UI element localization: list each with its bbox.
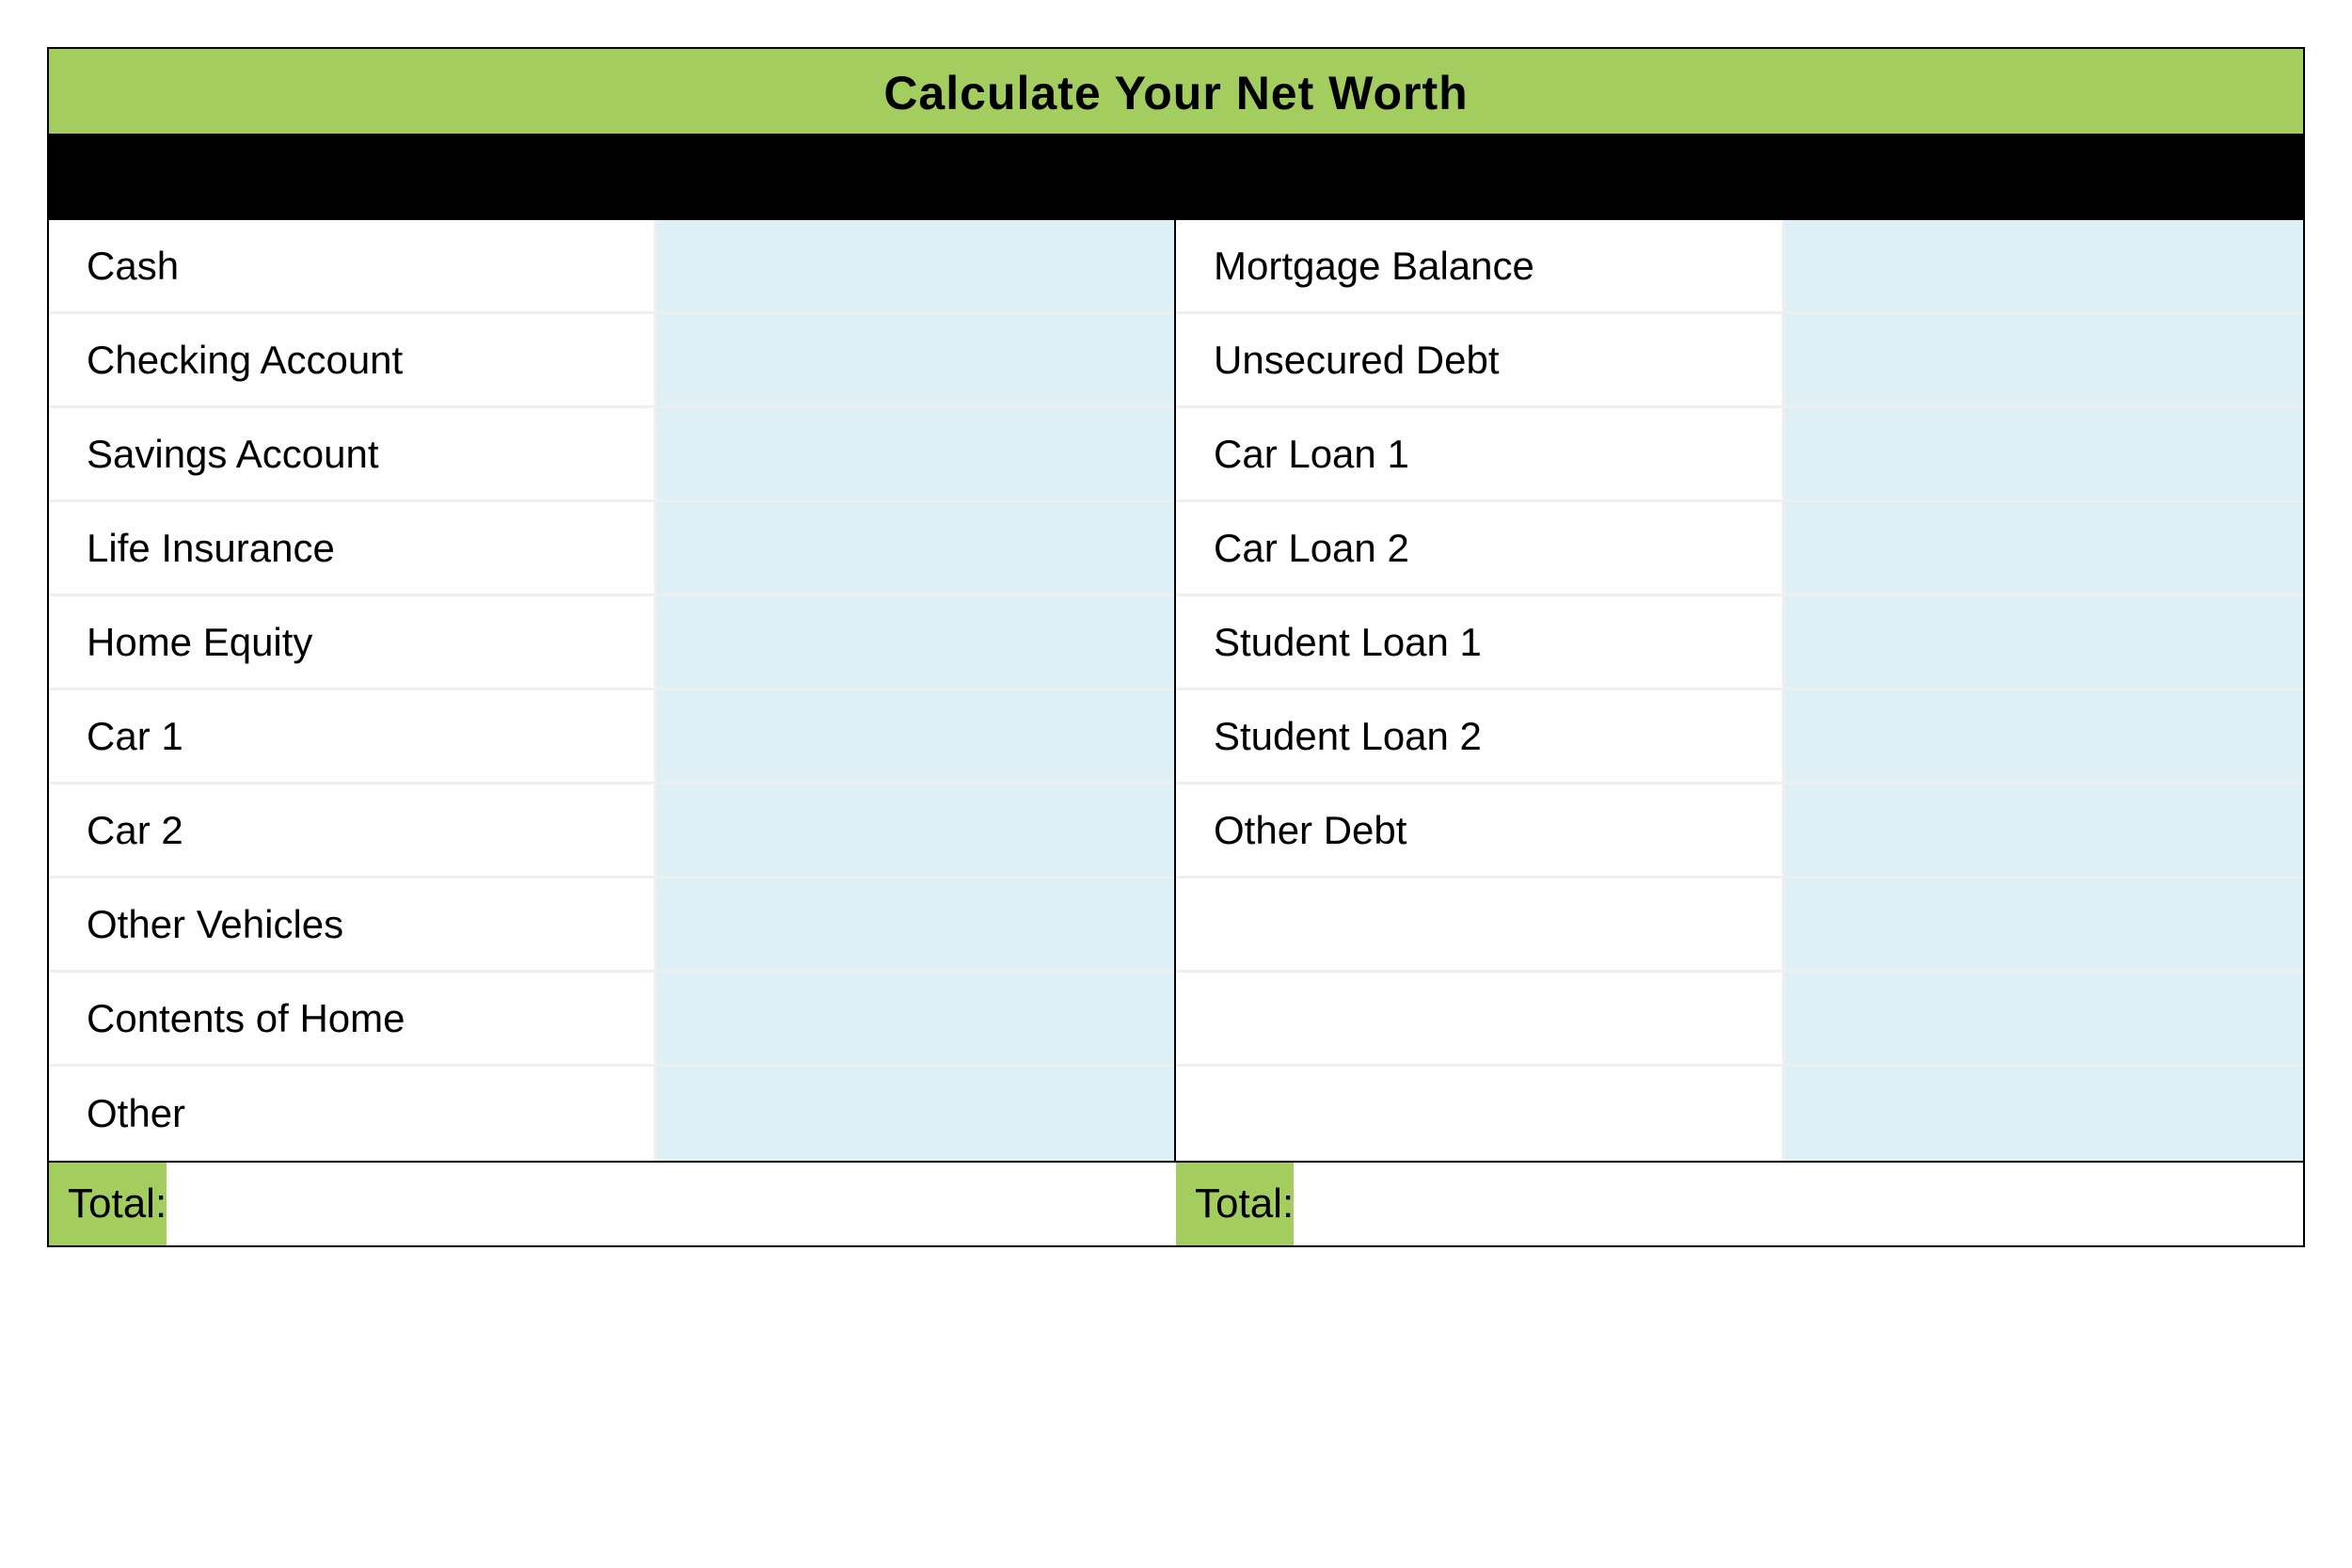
totals-row: Total: Total: xyxy=(49,1161,2303,1245)
liability-label: Mortgage Balance xyxy=(1176,220,1785,314)
liability-label: Student Loan 2 xyxy=(1176,690,1785,784)
table-row xyxy=(1176,1067,2303,1161)
table-row: Other Debt xyxy=(1176,784,2303,879)
asset-value-input[interactable] xyxy=(657,596,1174,690)
asset-label: Checking Account xyxy=(49,314,657,408)
liabilities-total-label: Total: xyxy=(1176,1163,1294,1245)
table-row: Car 2 xyxy=(49,784,1174,879)
asset-label: Home Equity xyxy=(49,596,657,690)
asset-label: Car 2 xyxy=(49,784,657,879)
liability-label xyxy=(1176,973,1785,1067)
liability-label: Car Loan 2 xyxy=(1176,502,1785,596)
columns: CashChecking AccountSavings AccountLife … xyxy=(49,220,2303,1161)
asset-label: Cash xyxy=(49,220,657,314)
worksheet-title: Calculate Your Net Worth xyxy=(883,67,1468,119)
liability-value-input[interactable] xyxy=(1785,784,2303,879)
liability-value-input[interactable] xyxy=(1785,502,2303,596)
asset-value-input[interactable] xyxy=(657,408,1174,502)
asset-value-input[interactable] xyxy=(657,784,1174,879)
table-row xyxy=(1176,879,2303,973)
liability-value-input[interactable] xyxy=(1785,879,2303,973)
table-row xyxy=(1176,973,2303,1067)
liability-value-input[interactable] xyxy=(1785,220,2303,314)
table-row: Car 1 xyxy=(49,690,1174,784)
asset-value-input[interactable] xyxy=(657,973,1174,1067)
liability-value-input[interactable] xyxy=(1785,690,2303,784)
asset-value-input[interactable] xyxy=(657,314,1174,408)
header-black-band xyxy=(49,135,2303,220)
asset-label: Contents of Home xyxy=(49,973,657,1067)
asset-value-input[interactable] xyxy=(657,502,1174,596)
net-worth-worksheet: Calculate Your Net Worth CashChecking Ac… xyxy=(47,47,2305,1247)
assets-total: Total: xyxy=(49,1163,1176,1245)
liability-value-input[interactable] xyxy=(1785,314,2303,408)
table-row: Car Loan 2 xyxy=(1176,502,2303,596)
liability-value-input[interactable] xyxy=(1785,596,2303,690)
asset-value-input[interactable] xyxy=(657,1067,1174,1161)
liabilities-column: Mortgage BalanceUnsecured DebtCar Loan 1… xyxy=(1176,220,2303,1161)
asset-value-input[interactable] xyxy=(657,690,1174,784)
asset-label: Other xyxy=(49,1067,657,1161)
table-row: Student Loan 1 xyxy=(1176,596,2303,690)
liability-value-input[interactable] xyxy=(1785,973,2303,1067)
asset-value-input[interactable] xyxy=(657,220,1174,314)
liability-label: Unsecured Debt xyxy=(1176,314,1785,408)
liability-value-input[interactable] xyxy=(1785,408,2303,502)
asset-value-input[interactable] xyxy=(657,879,1174,973)
table-row: Car Loan 1 xyxy=(1176,408,2303,502)
table-row: Student Loan 2 xyxy=(1176,690,2303,784)
asset-label: Car 1 xyxy=(49,690,657,784)
asset-label: Savings Account xyxy=(49,408,657,502)
table-row: Other Vehicles xyxy=(49,879,1174,973)
table-row: Cash xyxy=(49,220,1174,314)
table-row: Contents of Home xyxy=(49,973,1174,1067)
liability-label xyxy=(1176,879,1785,973)
asset-label: Other Vehicles xyxy=(49,879,657,973)
liability-label: Other Debt xyxy=(1176,784,1785,879)
table-row: Mortgage Balance xyxy=(1176,220,2303,314)
table-row: Checking Account xyxy=(49,314,1174,408)
liability-label: Student Loan 1 xyxy=(1176,596,1785,690)
table-row: Savings Account xyxy=(49,408,1174,502)
liability-value-input[interactable] xyxy=(1785,1067,2303,1161)
table-row: Home Equity xyxy=(49,596,1174,690)
asset-label: Life Insurance xyxy=(49,502,657,596)
assets-column: CashChecking AccountSavings AccountLife … xyxy=(49,220,1176,1161)
liabilities-total: Total: xyxy=(1176,1163,2303,1245)
assets-total-label: Total: xyxy=(49,1163,167,1245)
table-row: Life Insurance xyxy=(49,502,1174,596)
title-bar: Calculate Your Net Worth xyxy=(49,49,2303,135)
table-row: Unsecured Debt xyxy=(1176,314,2303,408)
liability-label xyxy=(1176,1067,1785,1161)
liability-label: Car Loan 1 xyxy=(1176,408,1785,502)
table-row: Other xyxy=(49,1067,1174,1161)
